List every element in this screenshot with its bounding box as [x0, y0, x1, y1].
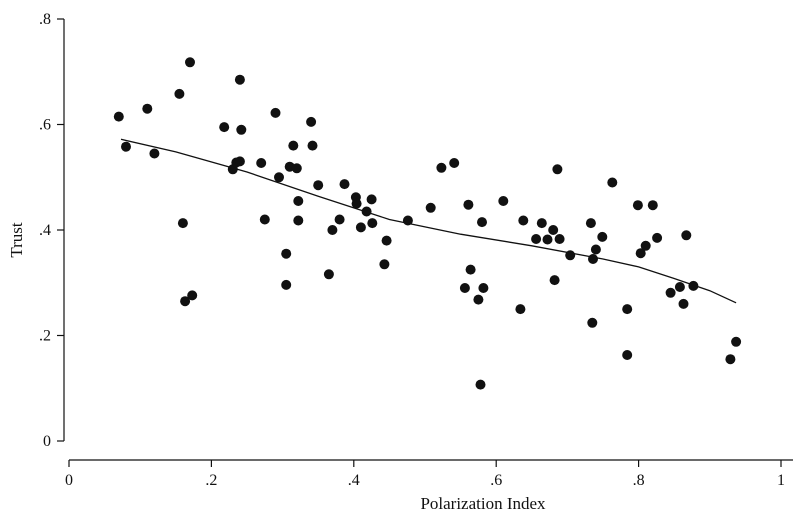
data-point: [293, 215, 304, 226]
y-tick-label: .8: [39, 11, 51, 28]
axes: 0 .2 .4 .6 .8 0 .2 .4 .6 .8 1: [39, 11, 793, 489]
data-point: [187, 290, 198, 301]
fit-line-layer: [120, 138, 737, 304]
data-point: [402, 215, 413, 226]
data-point: [632, 200, 643, 211]
y-tick-label: .2: [39, 328, 51, 345]
data-point: [323, 269, 334, 280]
data-point: [531, 234, 542, 244]
data-point: [588, 254, 598, 264]
x-tick-label: .8: [633, 472, 645, 489]
data-point: [355, 222, 366, 233]
data-point: [552, 164, 563, 175]
data-point: [379, 259, 390, 270]
data-point: [177, 218, 188, 229]
scatter-points: [113, 57, 742, 390]
data-point: [622, 350, 633, 360]
data-point: [587, 317, 598, 328]
data-point: [256, 158, 267, 168]
data-point: [281, 248, 292, 259]
x-tick-label: .4: [348, 472, 360, 489]
fit-line: [120, 138, 737, 304]
data-point: [622, 304, 633, 315]
y-tick-label: .4: [39, 222, 51, 239]
data-point: [536, 218, 547, 229]
data-point: [674, 282, 685, 292]
data-point: [597, 231, 608, 242]
data-point: [174, 88, 185, 99]
data-point: [293, 196, 304, 206]
data-point: [665, 287, 676, 298]
data-point: [381, 235, 392, 246]
y-axis-ticks: 0 .2 .4 .6 .8: [39, 11, 64, 450]
data-point: [180, 296, 191, 307]
data-point: [565, 250, 576, 261]
data-point: [274, 172, 284, 183]
data-point: [549, 275, 560, 286]
data-point: [234, 156, 245, 167]
data-point: [459, 283, 470, 293]
data-point: [478, 283, 489, 293]
y-tick-label: 0: [43, 433, 51, 450]
data-point: [270, 107, 281, 118]
data-point: [498, 196, 509, 206]
data-point: [288, 140, 299, 151]
data-point: [590, 244, 601, 255]
data-point: [465, 264, 476, 275]
data-point: [307, 140, 318, 151]
data-point: [548, 225, 559, 235]
data-point: [281, 279, 292, 290]
data-point: [436, 162, 447, 173]
data-point: [725, 354, 736, 365]
data-point: [515, 304, 526, 315]
data-point: [339, 179, 350, 190]
data-point: [463, 199, 474, 210]
data-point: [688, 280, 699, 291]
data-point: [367, 218, 378, 229]
data-point: [366, 194, 377, 205]
x-axis-ticks: 0 .2 .4 .6 .8 1: [65, 460, 785, 489]
y-tick-label: .6: [39, 117, 51, 134]
data-point: [236, 124, 247, 135]
x-tick-label: .2: [205, 472, 217, 489]
data-point: [640, 240, 651, 251]
data-point: [334, 214, 345, 225]
x-tick-label: .6: [490, 472, 502, 489]
data-point: [313, 180, 324, 191]
data-point: [149, 148, 160, 159]
data-point: [475, 379, 486, 390]
data-point: [477, 217, 487, 228]
data-point: [351, 198, 362, 209]
data-point: [121, 141, 131, 152]
data-point: [306, 116, 317, 127]
x-tick-label: 1: [777, 472, 785, 489]
data-point: [449, 158, 460, 168]
data-point: [585, 218, 596, 229]
data-point: [185, 57, 195, 68]
data-point: [647, 200, 658, 211]
data-point: [652, 232, 663, 243]
data-point: [425, 202, 436, 213]
data-point: [142, 103, 153, 114]
data-point: [291, 163, 302, 174]
y-axis-label: Trust: [7, 222, 26, 258]
data-point: [219, 122, 230, 133]
data-point: [259, 214, 270, 225]
data-point: [234, 74, 245, 85]
data-point: [113, 111, 124, 122]
data-point: [518, 215, 529, 226]
data-point: [731, 336, 742, 347]
data-point: [678, 298, 689, 309]
data-point: [361, 206, 372, 217]
x-axis-label: Polarization Index: [420, 494, 546, 513]
x-tick-label: 0: [65, 472, 73, 489]
data-point: [327, 225, 338, 235]
data-point: [542, 234, 553, 245]
data-point: [607, 177, 618, 188]
data-point: [554, 234, 565, 244]
data-point: [473, 294, 484, 305]
data-point: [635, 248, 646, 259]
data-point: [681, 230, 692, 241]
